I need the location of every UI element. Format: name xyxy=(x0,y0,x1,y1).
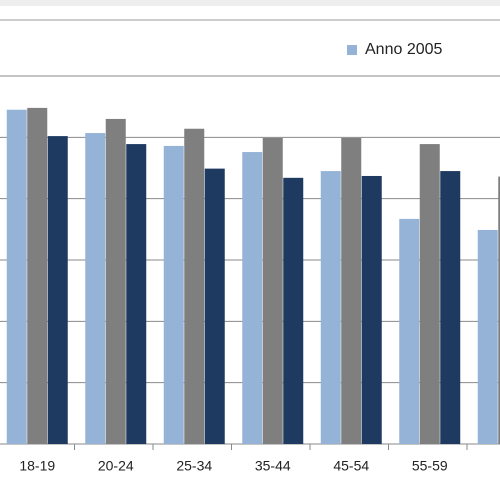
bar xyxy=(126,144,147,444)
bar xyxy=(283,177,304,444)
bar xyxy=(105,118,126,444)
x-tick-label: 35-44 xyxy=(255,458,291,474)
bar xyxy=(85,133,106,445)
bar xyxy=(262,137,283,445)
legend-swatch xyxy=(347,45,357,55)
x-tick-label: 25-34 xyxy=(176,458,212,474)
bar xyxy=(204,168,225,444)
x-tick-label: 45-54 xyxy=(333,458,369,474)
bar xyxy=(184,128,205,444)
bar xyxy=(419,144,440,444)
x-tick-label: 55-59 xyxy=(412,458,448,474)
x-tick-label: 18-19 xyxy=(19,458,55,474)
bar xyxy=(242,152,263,444)
bar xyxy=(6,109,27,444)
bar xyxy=(399,218,420,444)
bar xyxy=(47,136,68,444)
top-strip xyxy=(0,0,500,6)
bar xyxy=(27,107,48,444)
legend-label: Anno 2005 xyxy=(365,41,443,58)
bar xyxy=(498,176,500,444)
bar xyxy=(361,175,382,444)
bar xyxy=(440,171,461,445)
bar xyxy=(477,229,498,444)
bar xyxy=(163,145,184,445)
x-tick-label: 20-24 xyxy=(98,458,134,474)
bar xyxy=(320,171,341,445)
bar xyxy=(341,137,362,445)
